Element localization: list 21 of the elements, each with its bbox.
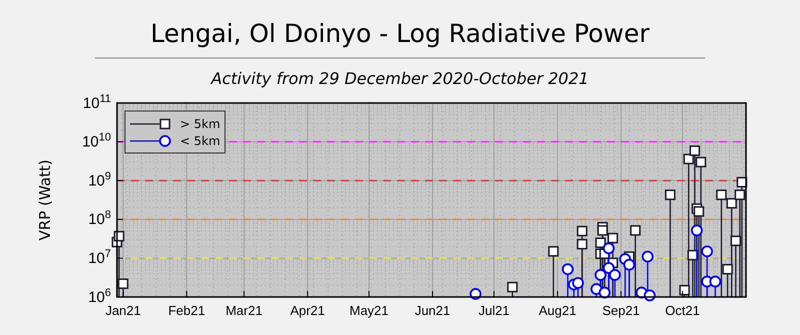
y-tick-label: 10$^{6}$ [88, 286, 111, 306]
x-tick-label: Jul21 [478, 303, 510, 318]
x-tick-label: Jan21 [105, 303, 141, 318]
chart-subtitle: Activity from 29 December 2020-October 2021 [210, 69, 589, 88]
x-tick-label: Aug21 [538, 303, 576, 318]
x-tick-label: May21 [349, 303, 389, 318]
x-tick-label: Oct21 [665, 303, 700, 318]
x-tick-label: Mar21 [226, 303, 262, 318]
legend-label: > 5km [180, 117, 220, 131]
legend-label: < 5km [180, 134, 220, 148]
x-tick-label: Sep21 [602, 303, 640, 318]
y-tick-label: 10$^{9}$ [88, 170, 111, 190]
y-tick-label: 10$^{11}$ [82, 92, 111, 112]
y-tick-label: 10$^{10}$ [82, 132, 111, 151]
x-tick-label: Jun21 [414, 303, 450, 318]
y-tick-label: 10$^{7}$ [88, 248, 111, 267]
x-tick-label: Apr21 [290, 303, 325, 318]
y-axis-title: VRP (Watt) [36, 159, 54, 241]
chart-title: Lengai, Ol Doinyo - Log Radiative Power [150, 19, 650, 48]
y-tick-label: 10$^{8}$ [88, 209, 111, 228]
x-tick-label: Feb21 [168, 303, 206, 318]
